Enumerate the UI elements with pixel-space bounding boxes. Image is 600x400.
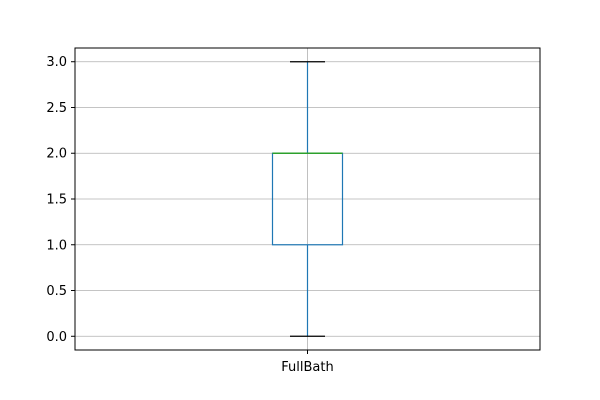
y-tick-label: 0.0	[46, 330, 67, 345]
y-tick-label: 3.0	[46, 55, 67, 70]
y-tick-label: 0.5	[46, 284, 67, 299]
box-layer	[271, 61, 344, 337]
x-tick-label: FullBath	[281, 360, 333, 375]
y-tick-label: 2.0	[46, 147, 67, 162]
y-tick-label: 1.5	[46, 193, 67, 208]
y-axis: 0.0 0.5 1.0 1.5 2.0 2.5 3.0	[46, 55, 75, 345]
y-tick-label: 1.0	[46, 238, 67, 253]
y-tick-label: 2.5	[46, 101, 67, 116]
x-axis: FullBath	[281, 350, 334, 375]
